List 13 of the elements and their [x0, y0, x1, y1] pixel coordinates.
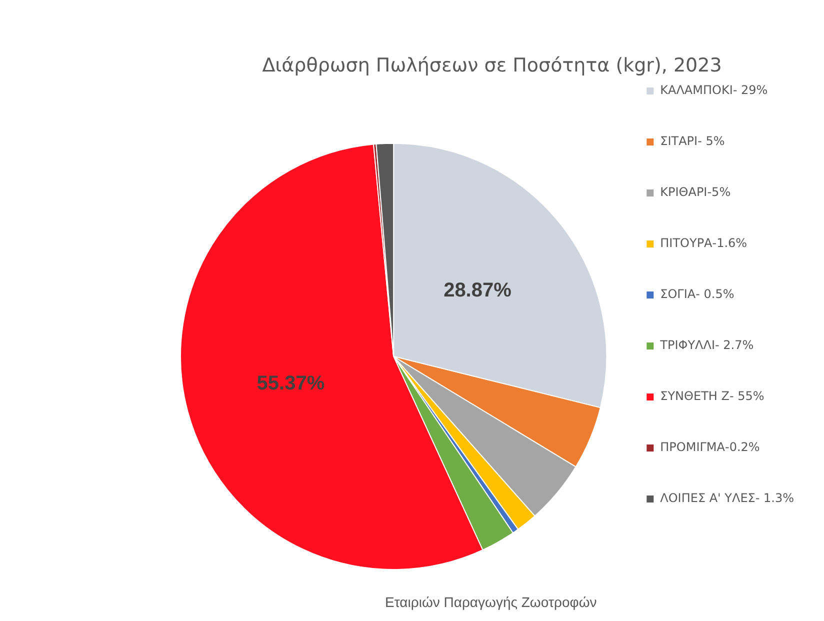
legend-label: ΚΑΛΑΜΠΟΚΙ- 29% [660, 83, 768, 98]
legend-label: ΚΡΙΘΑΡΙ-5% [660, 185, 731, 200]
data-label: 28.87% [444, 279, 512, 302]
legend-label: ΠΙΤΟΥΡΑ-1.6% [660, 236, 748, 250]
legend-label: ΣΟΓΙΑ- 0.5% [660, 287, 734, 302]
legend-label: ΠΡΟΜΙΓΜΑ-0.2% [660, 440, 760, 454]
legend-label: ΣΥΝΘΕΤΗ Ζ- 55% [660, 389, 764, 404]
legend-label: ΣΙΤΑΡΙ- 5% [660, 134, 725, 148]
text: Εταιριών Παραγωγής Ζωοτροφών [385, 594, 597, 610]
legend-label: ΛΟΙΠΕΣ Α' ΥΛΕΣ- 1.3% [660, 491, 794, 506]
legend-label: ΤΡΙΦΥΛΛΙ- 2.7% [659, 338, 754, 352]
chart-title: Διάρθρωση Πωλήσεων σε Ποσότητα (kgr), 2023 [262, 54, 722, 76]
data-label: 55.37% [256, 372, 325, 395]
